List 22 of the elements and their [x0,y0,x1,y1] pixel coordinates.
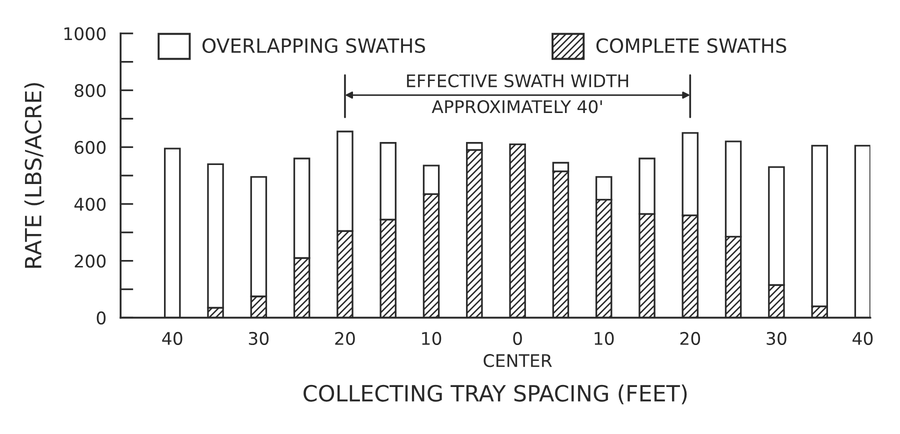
y-tick-label: 400 [74,198,106,211]
x-tick-label: 30 [766,332,786,346]
x-tick-label: 10 [422,332,442,346]
legend-label: COMPLETE SWATHS [596,38,786,53]
x-tick-label: 30 [248,332,269,346]
y-tick-label: 200 [74,254,106,268]
x-tick-label: 20 [680,332,700,346]
text: CENTER [484,354,552,368]
y-tick-label: 600 [74,140,106,154]
y-tick-label: 800 [74,84,106,98]
y-tick-label: 0 [96,311,106,325]
x-tick-label: 40 [852,332,873,346]
x-tick-label: 20 [335,332,355,346]
legend-label: OVERLAPPING SWATHS [202,38,426,53]
x-axis-title: COLLECTING TRAY SPACING (FEET) [304,384,687,404]
x-tick-label: 0 [513,332,522,346]
x-tick-label: 10 [594,332,614,346]
annotation: EFFECTIVE SWATH WIDTH [407,74,628,88]
x-tick-label: 40 [162,332,182,346]
y-axis-title: RATE (LBS/ACRE) [24,83,44,268]
annotation: APPROXIMATELY 40' [432,100,602,114]
y-tick-label: 1000 [64,27,106,40]
